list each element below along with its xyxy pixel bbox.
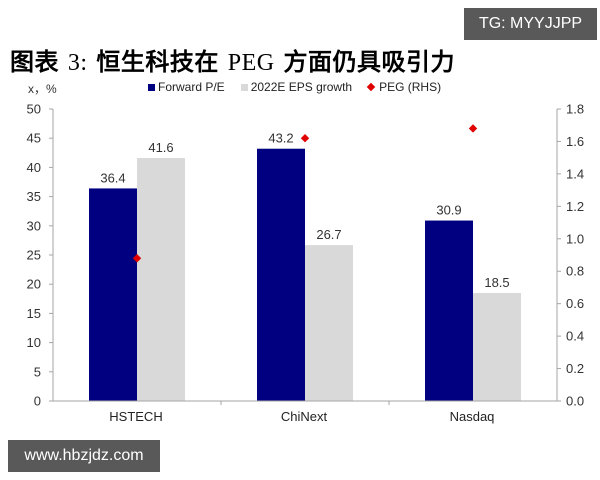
y2-tick-label: 1.4 — [566, 166, 584, 181]
peg-markers — [132, 124, 478, 263]
eps-growth-bar — [137, 158, 185, 401]
title-prefix: 图表 — [10, 48, 59, 76]
bar-value-label: 41.6 — [148, 140, 173, 155]
y2-tick-label: 1.8 — [566, 102, 584, 117]
legend-item-peg: PEG (RHS) — [366, 80, 442, 94]
bar-value-label: 30.9 — [436, 203, 461, 218]
y2-tick-label: 0.0 — [566, 394, 584, 409]
y2-tick-label: 0.4 — [566, 329, 584, 344]
y2-tick-label: 1.6 — [566, 134, 584, 149]
y-tick-label: 10 — [27, 335, 41, 350]
title-part1: 恒生科技在 — [96, 48, 219, 76]
watermark-telegram: TG: MYYJJPP — [464, 8, 597, 40]
y-tick-label: 45 — [27, 131, 41, 146]
y2-tick-label: 1.0 — [566, 231, 584, 246]
y-tick-label: 30 — [27, 218, 41, 233]
legend-item-eps-growth: 2022E EPS growth — [240, 80, 353, 94]
unit-label: x，% — [28, 82, 57, 96]
bar-value-label: 43.2 — [268, 131, 293, 146]
peg-diamond-icon — [468, 124, 478, 133]
y2-tick-label: 1.2 — [566, 199, 584, 214]
y-tick-label: 50 — [27, 102, 41, 117]
bar-value-label: 36.4 — [100, 170, 125, 185]
y2-tick-label: 0.2 — [566, 361, 584, 376]
title-part2: 方面仍具吸引力 — [283, 48, 455, 76]
y-tick-label: 5 — [34, 364, 41, 379]
chart-legend: Forward P/E 2022E EPS growth PEG (RHS) — [148, 80, 441, 94]
chart-title: 图表 3: 恒生科技在 PEG 方面仍具吸引力 — [10, 42, 455, 77]
watermark-website: www.hbzjdz.com — [8, 440, 160, 472]
legend-label: 2022E EPS growth — [250, 80, 353, 94]
title-number: 3: — [67, 50, 88, 76]
red-diamond-icon — [366, 82, 376, 92]
y-tick-label: 20 — [27, 277, 41, 292]
forward-pe-bar — [257, 148, 305, 401]
peg-diamond-icon — [300, 134, 310, 143]
y-tick-label: 15 — [27, 306, 41, 321]
bar-series: 36.4 41.6 43.2 26.7 30.9 18.5 — [89, 131, 521, 401]
forward-pe-bar — [425, 220, 473, 401]
y-tick-label: 40 — [27, 160, 41, 175]
y-tick-label: 35 — [27, 189, 41, 204]
forward-pe-bar — [89, 188, 137, 401]
bar-value-label: 26.7 — [316, 227, 341, 242]
x-category-label: Nasdaq — [450, 409, 495, 424]
y2-tick-label: 0.6 — [566, 296, 584, 311]
right-y-axis: 0.0 0.2 0.4 0.6 0.8 1.0 1.2 1.4 1.6 1.8 — [556, 102, 584, 409]
bar-value-label: 18.5 — [484, 275, 509, 290]
legend-label: PEG (RHS) — [379, 80, 442, 94]
y2-tick-label: 0.8 — [566, 264, 584, 279]
y-tick-label: 25 — [27, 248, 41, 263]
eps-growth-bar — [305, 245, 353, 401]
gray-square-icon — [240, 83, 248, 91]
x-category-label: ChiNext — [281, 409, 328, 424]
eps-growth-bar — [473, 292, 521, 401]
title-peg: PEG — [227, 50, 275, 76]
peg-diamond-icon — [132, 254, 142, 263]
x-axis: HSTECH ChiNext Nasdaq — [53, 400, 557, 424]
x-category-label: HSTECH — [109, 409, 162, 424]
left-y-axis: 0 5 10 15 20 25 30 35 40 45 50 — [27, 102, 54, 409]
navy-square-icon — [148, 83, 155, 91]
y-tick-label: 0 — [34, 394, 41, 409]
legend-item-forward-pe: Forward P/E — [148, 80, 225, 94]
legend-label: Forward P/E — [158, 80, 225, 94]
